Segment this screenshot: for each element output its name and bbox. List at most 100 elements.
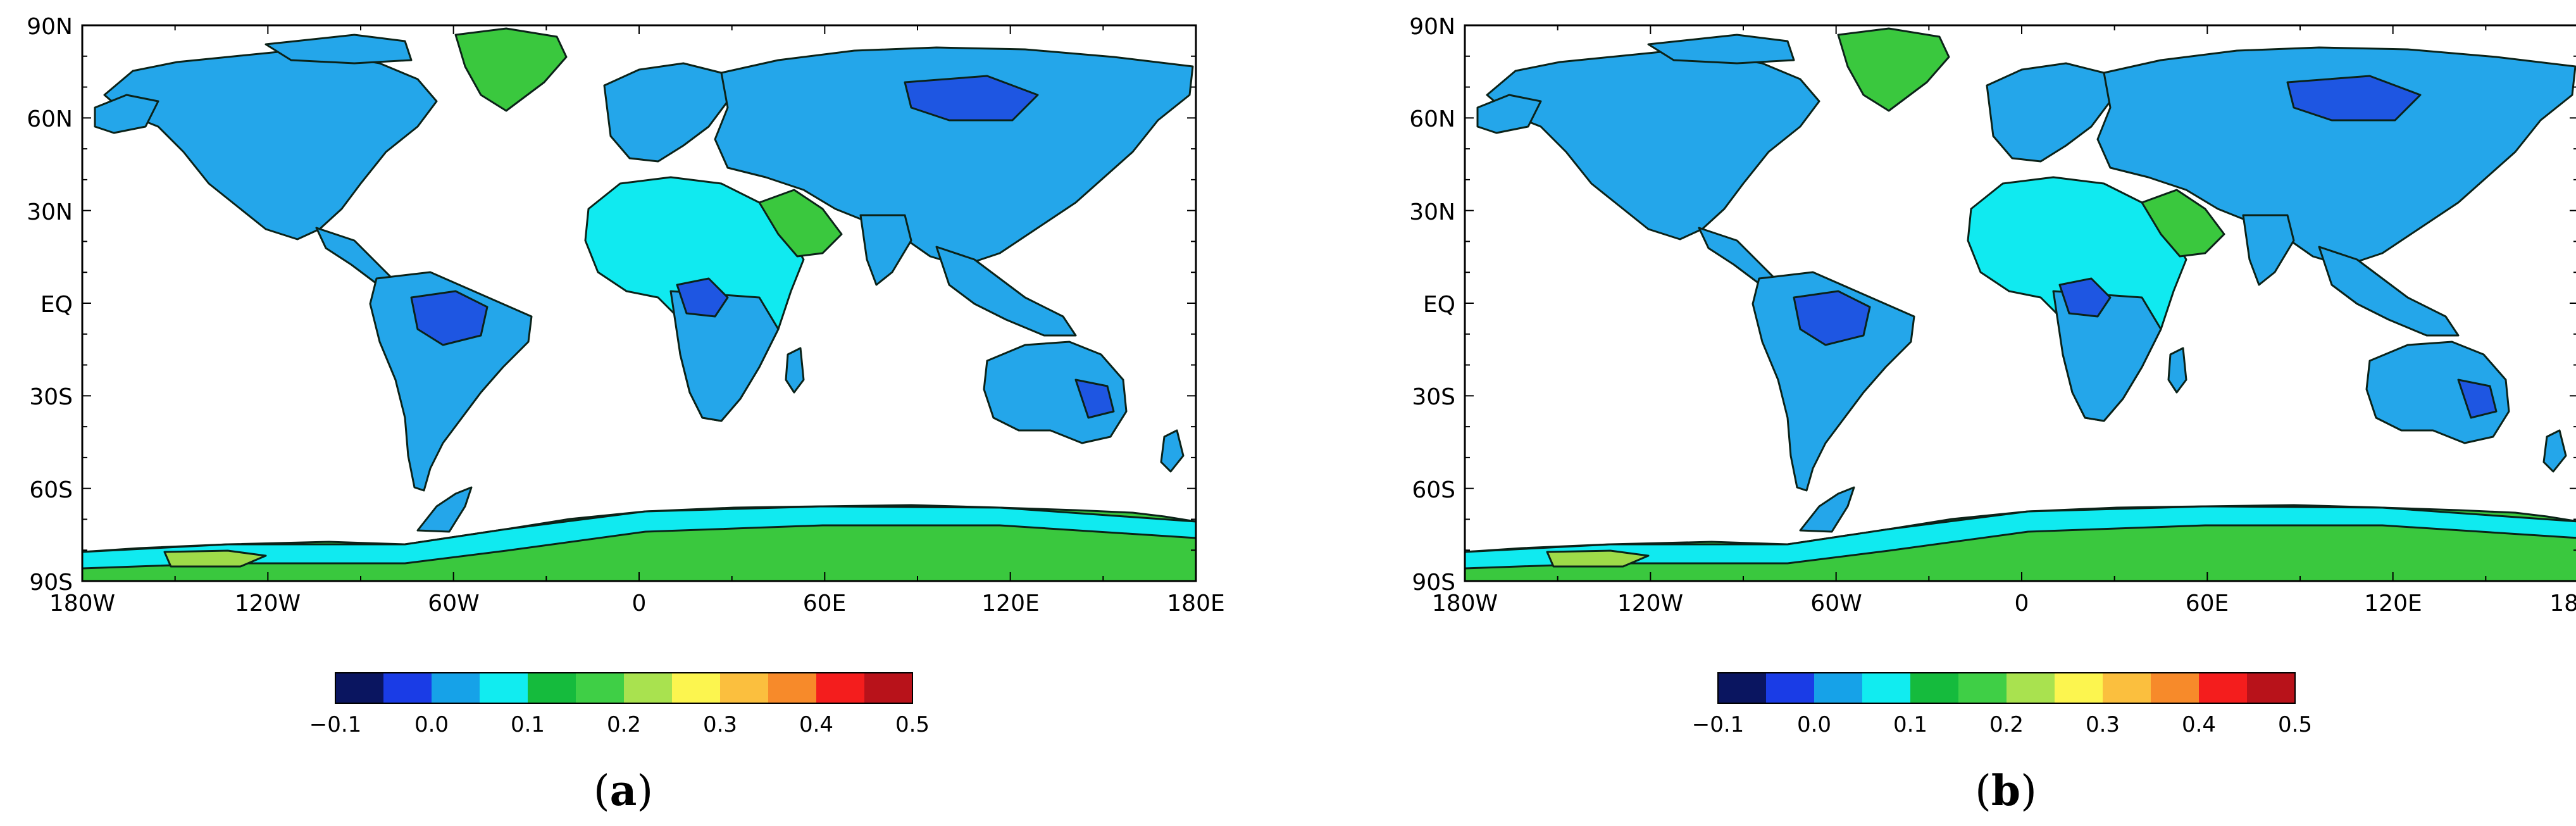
colorbar-swatch bbox=[335, 673, 384, 703]
australia-east bbox=[1074, 379, 1115, 419]
alaska bbox=[1476, 94, 1542, 134]
colorbar-tick-label: 0.2 bbox=[1989, 712, 2024, 737]
y-axis-ticks: 90N 60N 30N EQ 30S 60S 90S bbox=[1409, 14, 1455, 596]
north-america bbox=[1486, 51, 1820, 241]
colorbar-tick-label: 0.4 bbox=[799, 712, 833, 737]
arctic-islands bbox=[1647, 34, 1795, 65]
panel-label-b: (b) bbox=[1975, 766, 2037, 815]
europe bbox=[1986, 62, 2112, 163]
colorbar-tick-label: 0.0 bbox=[1797, 712, 1831, 737]
colorbar-tick-labels: −0.1 0.0 0.1 0.2 0.3 0.4 0.5 bbox=[1692, 712, 2312, 737]
colorbar-swatch bbox=[528, 673, 576, 703]
west-antarctica-highland bbox=[1546, 549, 1650, 568]
amazon-low bbox=[410, 290, 488, 346]
colorbar-swatch bbox=[2103, 673, 2151, 703]
colorbar-tick-label: −0.1 bbox=[309, 712, 362, 737]
x-tick-label: 60W bbox=[428, 591, 479, 616]
y-tick-label: 60S bbox=[29, 477, 73, 503]
y-tick-label: 90N bbox=[1409, 14, 1455, 40]
panel-b: 90N 60N 30N EQ 30S 60S 90S 180W 120W 60W… bbox=[1383, 0, 2576, 826]
y-tick-label: 60N bbox=[1409, 106, 1455, 132]
greenland bbox=[454, 27, 568, 112]
greenland bbox=[1837, 27, 1950, 112]
x-tick-label: 120W bbox=[235, 591, 301, 616]
y-tick-label: 90S bbox=[1412, 570, 1455, 596]
europe bbox=[603, 62, 729, 163]
madagascar bbox=[2167, 347, 2187, 394]
colorbar-swatch bbox=[1766, 673, 1815, 703]
colorbar-tick-label: 0.2 bbox=[607, 712, 641, 737]
colorbar-swatches bbox=[335, 673, 913, 703]
x-tick-label: 120W bbox=[1617, 591, 1683, 616]
asia bbox=[2096, 46, 2576, 267]
x-tick-label: 60W bbox=[1810, 591, 1862, 616]
colorbar-swatch bbox=[1910, 673, 1959, 703]
colorbar-tick-label: 0.3 bbox=[2086, 712, 2120, 737]
colorbar-tick-label: 0.5 bbox=[2278, 712, 2312, 737]
colorbar-swatch bbox=[432, 673, 480, 703]
land-layer-a bbox=[81, 27, 1197, 582]
colorbar-swatch bbox=[1814, 673, 1863, 703]
siberia-low bbox=[2286, 75, 2422, 122]
colorbar-swatch bbox=[768, 673, 817, 703]
colorbar-tick-label: 0.1 bbox=[511, 712, 545, 737]
x-axis-ticks: 180W 120W 60W 0 60E 120E 180E bbox=[1432, 591, 2576, 616]
y-axis-ticks: 90N 60N 30N EQ 30S 60S 90S bbox=[27, 14, 73, 596]
y-tick-label: EQ bbox=[40, 292, 73, 318]
asia bbox=[714, 46, 1194, 267]
antarctic-peninsula bbox=[1799, 486, 1855, 533]
colorbar-swatch bbox=[383, 673, 432, 703]
y-tick-label: 90S bbox=[29, 570, 73, 596]
x-tick-label: 120E bbox=[981, 591, 1039, 616]
australia-east bbox=[2457, 379, 2498, 419]
x-tick-label: 0 bbox=[2015, 591, 2029, 616]
africa-south bbox=[2052, 290, 2162, 422]
x-tick-label: 180W bbox=[1432, 591, 1498, 616]
colorbar-a: −0.1 0.0 0.1 0.2 0.3 0.4 0.5 bbox=[309, 672, 930, 737]
colorbar-tick-label: 0.3 bbox=[703, 712, 737, 737]
colorbar-swatch bbox=[720, 673, 769, 703]
y-tick-label: 30S bbox=[1412, 384, 1455, 410]
colorbar-swatches bbox=[1718, 673, 2296, 703]
colorbar-swatch bbox=[2151, 673, 2200, 703]
x-tick-label: 120E bbox=[2364, 591, 2422, 616]
y-tick-label: EQ bbox=[1423, 292, 1455, 318]
colorbar-tick-label: 0.1 bbox=[1893, 712, 1927, 737]
colorbar-tick-label: 0.0 bbox=[414, 712, 449, 737]
x-tick-label: 180W bbox=[49, 591, 115, 616]
y-tick-label: 90N bbox=[27, 14, 73, 40]
y-tick-label: 30S bbox=[29, 384, 73, 410]
x-tick-label: 60E bbox=[803, 591, 847, 616]
y-tick-label: 30N bbox=[27, 199, 73, 225]
colorbar-swatch bbox=[624, 673, 673, 703]
colorbar-swatch bbox=[672, 673, 721, 703]
colorbar-swatch bbox=[2247, 673, 2296, 703]
antarctic-peninsula bbox=[416, 486, 473, 533]
africa-south bbox=[669, 290, 780, 422]
axis-tick-marks bbox=[82, 25, 1197, 582]
x-tick-label: 180E bbox=[1167, 591, 1224, 616]
colorbar-outline bbox=[335, 672, 913, 704]
colorbar-tick-labels: −0.1 0.0 0.1 0.2 0.3 0.4 0.5 bbox=[309, 712, 930, 737]
x-tick-label: 0 bbox=[632, 591, 647, 616]
colorbar-swatch bbox=[2199, 673, 2248, 703]
new-zealand bbox=[2542, 429, 2567, 473]
y-tick-label: 30N bbox=[1409, 199, 1455, 225]
amazon-low bbox=[1793, 290, 1871, 346]
india bbox=[2242, 214, 2295, 286]
arabia bbox=[758, 189, 843, 258]
y-tick-label: 60S bbox=[1412, 477, 1455, 503]
colorbar-swatch bbox=[1718, 673, 1767, 703]
colorbar-swatch bbox=[1862, 673, 1911, 703]
x-tick-label: 180E bbox=[2549, 591, 2576, 616]
colorbar-swatch bbox=[2007, 673, 2055, 703]
x-axis-ticks: 180W 120W 60W 0 60E 120E 180E bbox=[49, 591, 1225, 616]
southeast-asia bbox=[935, 246, 1077, 337]
colorbar-tick-label: 0.5 bbox=[895, 712, 930, 737]
colorbar-outline bbox=[1717, 672, 2296, 704]
x-tick-label: 60E bbox=[2186, 591, 2229, 616]
alaska bbox=[94, 94, 159, 134]
madagascar bbox=[785, 347, 805, 394]
north-america bbox=[103, 51, 438, 241]
colorbar-swatch bbox=[864, 673, 913, 703]
